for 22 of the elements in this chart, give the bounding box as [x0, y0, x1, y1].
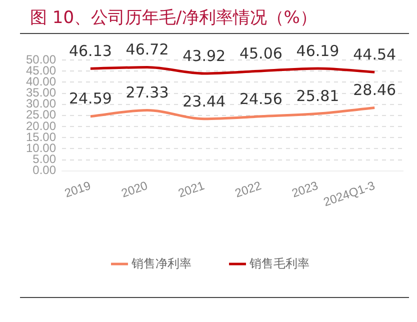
x-tick-label: 2019	[62, 178, 93, 200]
x-tick-label: 2023	[290, 178, 320, 200]
data-label: 44.54	[353, 45, 396, 64]
data-label: 24.59	[68, 90, 112, 108]
data-label: 46.72	[126, 40, 169, 59]
legend-label: 销售毛利率	[248, 256, 310, 270]
data-label: 43.92	[182, 46, 226, 65]
data-label: 24.56	[239, 90, 282, 108]
x-tick-label: 2022	[233, 178, 264, 200]
data-label: 45.06	[239, 44, 282, 62]
line-series	[89, 106, 376, 120]
data-label: 46.13	[68, 42, 112, 60]
data-label: 25.81	[296, 87, 340, 106]
line-series	[89, 66, 376, 75]
data-label: 28.46	[353, 81, 396, 100]
chart-title: 图 10、公司历年毛/净利率情况（%）	[30, 7, 317, 29]
x-tick-label: 2021	[176, 178, 206, 200]
x-tick-label: 2020	[120, 178, 150, 200]
data-label: 23.44	[182, 92, 226, 110]
data-label: 27.33	[126, 84, 169, 102]
data-label: 46.19	[296, 42, 340, 60]
legend-label: 销售净利率	[130, 256, 192, 270]
